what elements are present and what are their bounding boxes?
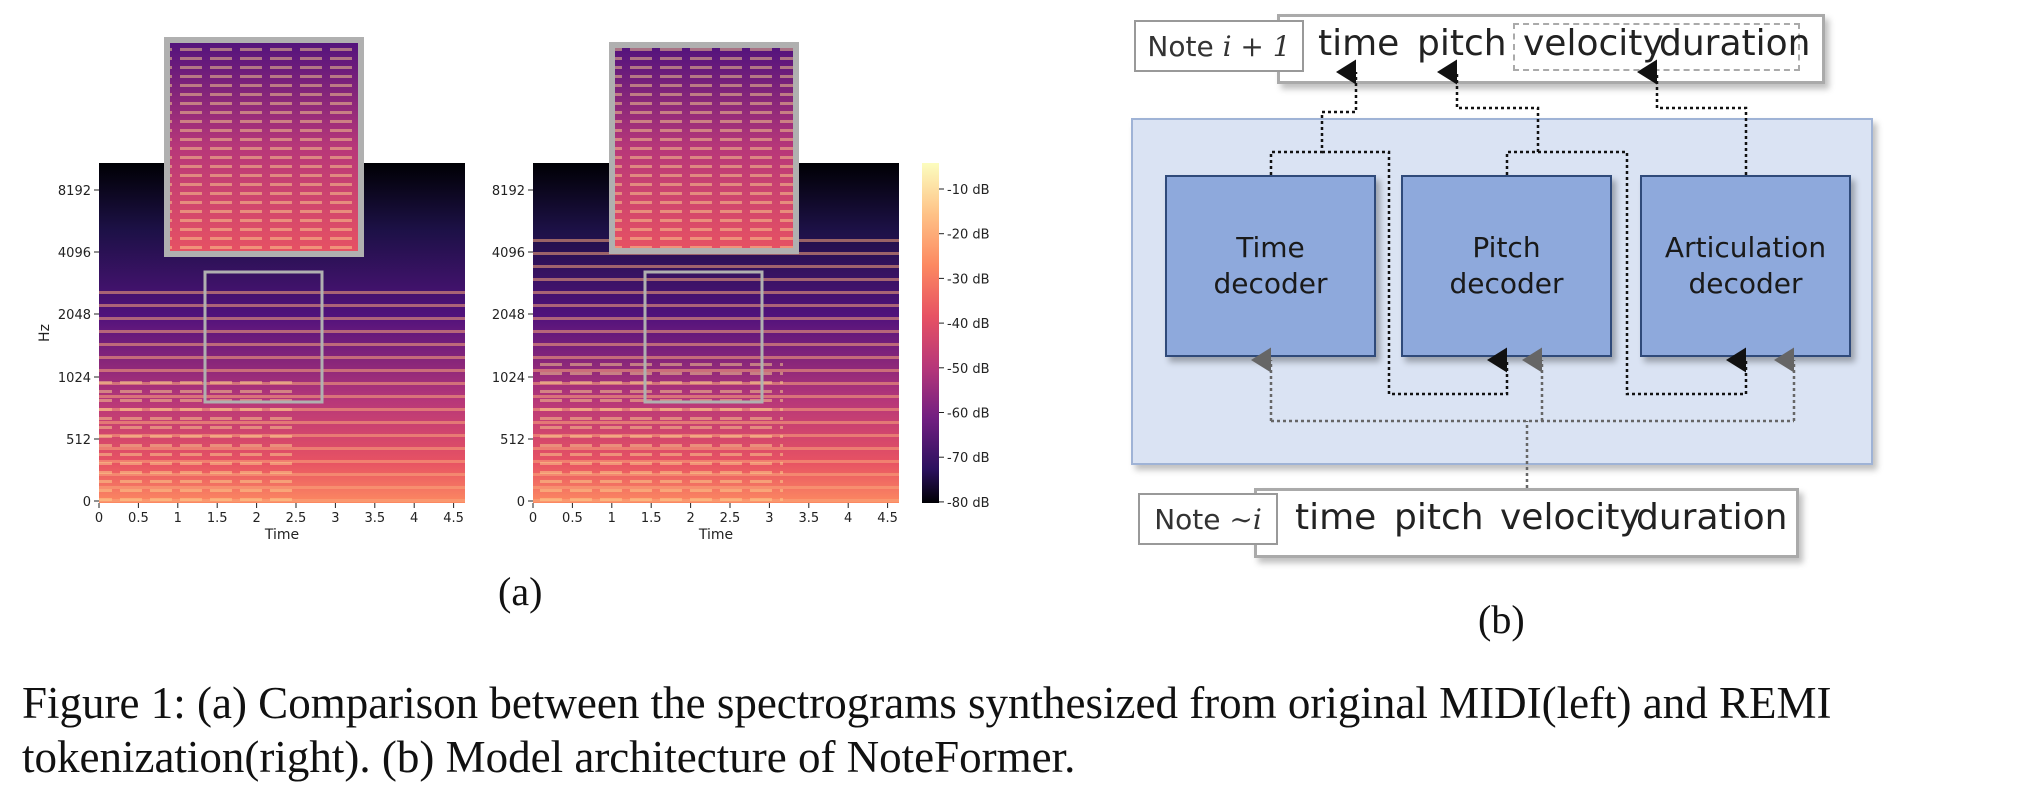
bottom-token-bar: time pitch velocity duration xyxy=(1254,488,1799,558)
top-token-bar: time pitch velocity duration xyxy=(1277,14,1825,84)
xtick-label: 4 xyxy=(410,511,418,526)
colorbar-tick-label: -30 dB xyxy=(947,272,990,287)
bottom-note-label: Note xyxy=(1154,502,1221,536)
xlabel-right: Time xyxy=(698,527,733,543)
articulation-decoder: Articulation decoder xyxy=(1640,175,1851,357)
colorbar-tick-label: -50 dB xyxy=(947,362,990,377)
ytick-label: 512 xyxy=(66,433,91,448)
xtick-label: 2.5 xyxy=(286,511,307,526)
colorbar-gradient xyxy=(922,163,939,503)
time-decoder: Time decoder xyxy=(1165,175,1376,357)
bottom-note-math: ∼i xyxy=(1229,502,1262,536)
bottom-token-time: time xyxy=(1295,497,1377,538)
colorbar-ticks: -10 dB -20 dB -30 dB -40 dB -50 dB -60 dB -70 … xyxy=(939,183,990,511)
xtick-label: 4 xyxy=(844,511,852,526)
spectrogram-left: 8192 4096 2048 1024 512 0 0 0.5 1 1.5 2 2.5 3 3.5 4 4.… xyxy=(37,37,465,543)
panel-a-label: (a) xyxy=(498,569,543,614)
xtick-label: 3 xyxy=(765,511,773,526)
xtick-label: 0.5 xyxy=(562,511,583,526)
xtick-label: 3.5 xyxy=(798,511,819,526)
pitch-decoder-line1: Pitch xyxy=(1472,231,1541,264)
top-token-duration: duration xyxy=(1659,23,1811,64)
xtick-label: 1 xyxy=(174,511,182,526)
top-note-label: Note xyxy=(1147,29,1214,63)
top-token-time: time xyxy=(1318,23,1400,64)
xtick-label: 4.5 xyxy=(877,511,898,526)
top-token-velocity: velocity xyxy=(1523,23,1664,64)
colorbar: -10 dB -20 dB -30 dB -40 dB -50 dB -60 dB -70 … xyxy=(922,163,990,511)
pitch-decoder-line2: decoder xyxy=(1449,267,1564,300)
ytick-label: 0 xyxy=(517,495,525,510)
bottom-note-box: Note ∼i xyxy=(1138,493,1278,545)
arrow-pitch-to-articulation-decoder xyxy=(1538,150,1748,396)
ytick-label: 1024 xyxy=(58,371,91,386)
xlabel-left: Time xyxy=(264,527,299,543)
zoom-region-left xyxy=(203,270,324,404)
time-decoder-line1: Time xyxy=(1236,231,1305,264)
figure-caption-line1: Figure 1: (a) Comparison between the spe… xyxy=(22,678,1832,728)
arrow-time-decoder-to-time-token xyxy=(1269,59,1358,175)
colorbar-tick-label: -70 dB xyxy=(947,451,990,466)
colorbar-tick-label: -10 dB xyxy=(947,183,990,198)
zoom-inset-left-harmonics xyxy=(170,43,358,251)
panel-b-label: (b) xyxy=(1478,597,1525,642)
xtick-label: 2.5 xyxy=(720,511,741,526)
figure-caption: Figure 1: (a) Comparison between the spe… xyxy=(22,676,2002,784)
ytick-label: 2048 xyxy=(492,308,525,323)
xticks-right: 0 0.5 1 1.5 2 2.5 3 3.5 4 4.5 xyxy=(529,503,898,526)
arrow-pitch-decoder-to-pitch-token xyxy=(1437,59,1540,175)
xtick-label: 0.5 xyxy=(128,511,149,526)
arrow-time-to-pitch-decoder xyxy=(1322,150,1509,396)
ytick-label: 4096 xyxy=(58,246,91,261)
xtick-label: 3.5 xyxy=(364,511,385,526)
xtick-label: 2 xyxy=(252,511,260,526)
xtick-label: 0 xyxy=(95,511,103,526)
xtick-label: 1.5 xyxy=(207,511,228,526)
articulation-decoder-line1: Articulation xyxy=(1664,231,1827,264)
colorbar-tick-label: -20 dB xyxy=(947,228,990,243)
colorbar-tick-label: -80 dB xyxy=(947,496,990,511)
ytick-label: 512 xyxy=(500,433,525,448)
ylabel-left: Hz xyxy=(37,324,53,342)
xtick-label: 1 xyxy=(608,511,616,526)
top-note-math: i + 1 xyxy=(1222,29,1291,63)
zoom-inset-right-harmonics xyxy=(615,48,793,248)
zoom-region-right xyxy=(643,270,764,404)
colorbar-tick-label: -60 dB xyxy=(947,407,990,422)
top-note-box: Note i + 1 xyxy=(1134,20,1304,72)
xtick-label: 1.5 xyxy=(641,511,662,526)
spectrogram-right: 8192 4096 2048 1024 512 0 0 0.5 1 1.5 2 2.5 3 3.5 4 4.… xyxy=(492,42,899,543)
xtick-label: 0 xyxy=(529,511,537,526)
bottom-token-pitch: pitch xyxy=(1394,497,1484,538)
xtick-label: 4.5 xyxy=(443,511,464,526)
xtick-label: 3 xyxy=(331,511,339,526)
colorbar-tick-label: -40 dB xyxy=(947,317,990,332)
ytick-label: 4096 xyxy=(492,246,525,261)
ytick-label: 8192 xyxy=(492,184,525,199)
time-decoder-line2: decoder xyxy=(1213,267,1328,300)
figure-caption-line2: tokenization(right). (b) Model architect… xyxy=(22,732,1076,782)
ytick-label: 2048 xyxy=(58,308,91,323)
xticks-left: 0 0.5 1 1.5 2 2.5 3 3.5 4 4.5 xyxy=(95,503,464,526)
ytick-label: 1024 xyxy=(492,371,525,386)
articulation-decoder-line2: decoder xyxy=(1688,267,1803,300)
ytick-label: 0 xyxy=(83,495,91,510)
arrow-articulation-decoder-to-articulation-tokens xyxy=(1637,59,1748,175)
yticks-left: 8192 4096 2048 1024 512 0 xyxy=(58,184,99,510)
spectrogram-right-harmonics-low xyxy=(533,360,783,503)
ytick-label: 8192 xyxy=(58,184,91,199)
bottom-token-duration: duration xyxy=(1636,497,1788,538)
connector-lines xyxy=(1251,59,1796,488)
top-token-pitch: pitch xyxy=(1417,23,1507,64)
xtick-label: 2 xyxy=(686,511,694,526)
bottom-token-velocity: velocity xyxy=(1500,497,1641,538)
yticks-right: 8192 4096 2048 1024 512 0 xyxy=(492,184,533,510)
